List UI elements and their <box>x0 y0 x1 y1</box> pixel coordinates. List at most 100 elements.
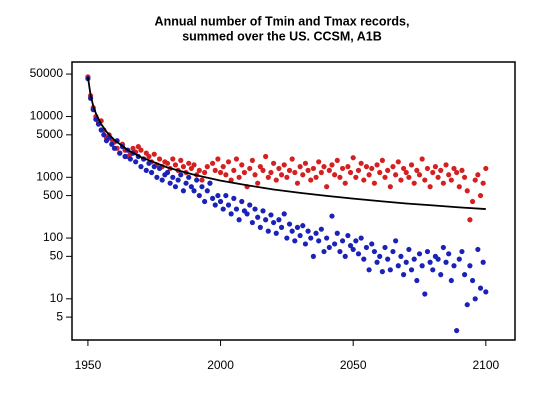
point <box>411 256 417 262</box>
point <box>456 184 462 190</box>
point <box>461 272 468 278</box>
point <box>217 169 224 176</box>
point <box>215 156 221 162</box>
point <box>477 285 484 291</box>
point <box>408 162 415 168</box>
point <box>374 259 380 265</box>
point <box>122 153 128 160</box>
point <box>355 251 362 257</box>
point <box>98 127 104 133</box>
point <box>382 244 388 251</box>
point <box>209 160 216 166</box>
point <box>212 202 218 208</box>
point <box>194 177 200 183</box>
point <box>164 169 171 176</box>
point <box>382 174 388 180</box>
point <box>146 160 152 166</box>
point <box>414 277 420 284</box>
point <box>448 177 454 183</box>
point <box>321 248 327 255</box>
x-tick-label: 2100 <box>472 358 499 372</box>
point <box>225 202 232 208</box>
point <box>156 165 163 172</box>
point <box>316 238 322 244</box>
point <box>318 226 324 232</box>
point <box>271 219 277 226</box>
point <box>302 241 309 247</box>
point <box>430 169 436 176</box>
point <box>440 244 446 251</box>
point <box>406 246 412 253</box>
point <box>196 192 202 199</box>
point <box>472 296 478 302</box>
point <box>451 263 457 269</box>
point <box>308 177 314 183</box>
y-tick-label: 10000 <box>30 109 64 123</box>
trend-line <box>87 76 486 210</box>
point <box>284 235 290 241</box>
point <box>244 211 250 217</box>
point <box>377 169 383 176</box>
point <box>467 217 473 223</box>
point <box>472 177 478 183</box>
point <box>464 302 470 308</box>
point <box>326 244 332 251</box>
point <box>236 174 242 180</box>
point <box>191 162 197 168</box>
point <box>400 272 407 278</box>
point <box>247 202 253 208</box>
point <box>324 235 330 241</box>
point <box>202 198 208 205</box>
point <box>416 251 423 257</box>
point <box>289 228 295 234</box>
point <box>406 174 412 180</box>
point <box>180 163 187 170</box>
point <box>379 269 385 275</box>
point <box>387 184 393 190</box>
point <box>207 180 213 186</box>
point <box>313 174 319 180</box>
point <box>167 180 173 186</box>
point <box>459 248 465 255</box>
point <box>414 167 420 173</box>
point <box>387 267 393 273</box>
point <box>101 132 107 138</box>
chart-title: summed over the US. CCSM, A1B <box>182 29 382 43</box>
point <box>284 174 290 180</box>
point <box>220 163 226 170</box>
point <box>345 163 351 170</box>
point <box>278 224 285 230</box>
y-tick-label: 100 <box>43 230 63 244</box>
point <box>297 232 303 239</box>
point <box>329 213 335 219</box>
point <box>294 180 301 186</box>
point <box>419 156 425 162</box>
point <box>337 174 343 180</box>
point <box>358 160 364 166</box>
point <box>427 259 433 265</box>
point <box>475 246 481 253</box>
point <box>329 162 335 168</box>
point <box>300 223 306 229</box>
point <box>435 174 441 180</box>
point <box>430 267 436 273</box>
point <box>294 224 301 230</box>
point <box>369 165 375 172</box>
point <box>231 195 237 201</box>
point <box>138 147 144 153</box>
point <box>477 192 484 199</box>
point <box>186 174 192 180</box>
point <box>236 217 242 223</box>
point <box>302 160 309 166</box>
point <box>393 238 399 244</box>
point <box>117 150 123 156</box>
point <box>337 248 343 255</box>
point <box>170 156 176 162</box>
point <box>393 172 399 178</box>
point <box>156 156 163 162</box>
point <box>432 163 439 170</box>
point <box>196 167 202 173</box>
point <box>281 162 287 168</box>
point <box>424 248 431 255</box>
